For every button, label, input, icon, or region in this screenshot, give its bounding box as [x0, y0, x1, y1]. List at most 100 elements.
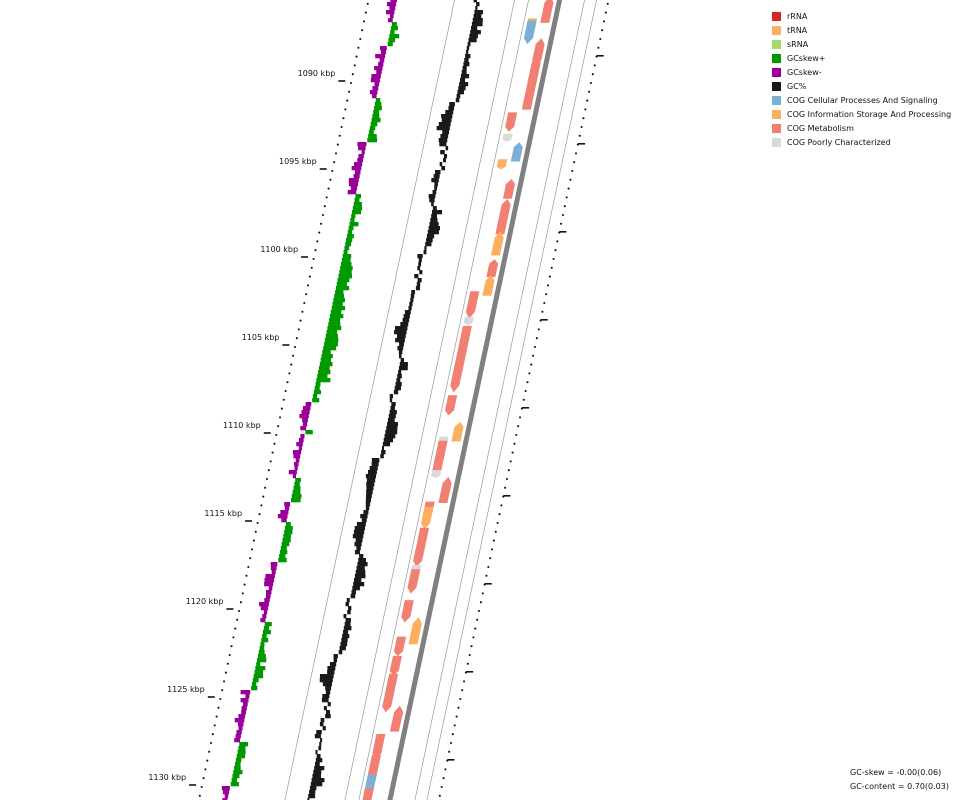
- gc-content-bar: [351, 590, 357, 595]
- gene-feature-metabolism: [367, 754, 381, 781]
- legend-item: GCskew+: [772, 51, 951, 65]
- scale-dotted-ruler: [198, 2, 369, 797]
- gc-skew-negative-bar: [245, 694, 250, 699]
- ruler-dot: [355, 55, 358, 58]
- gc-content-bar: [394, 386, 401, 391]
- gc-content-bar: [475, 6, 478, 11]
- legend-swatch: [772, 11, 781, 21]
- ruler-dot: [334, 152, 338, 155]
- outer-ruler-dot: [573, 161, 576, 164]
- ruler-dot: [299, 319, 302, 322]
- ruler-dot: [198, 794, 201, 797]
- gc-skew-negative-bar: [376, 70, 382, 75]
- ruler-dot: [342, 117, 345, 120]
- gc-content-bar: [384, 434, 396, 439]
- gc-skew-positive-bar: [236, 754, 246, 759]
- gc-content-bar: [434, 186, 438, 191]
- gene-feature-metabolism: [525, 72, 538, 94]
- gc-skew-positive-bar: [369, 126, 376, 131]
- gc-skew-negative-bar: [263, 610, 268, 615]
- gc-skew-positive-bar: [257, 654, 266, 659]
- gc-content-bar: [404, 310, 411, 315]
- gc-skew-positive-bar: [285, 526, 293, 531]
- gc-skew-positive-bar: [328, 322, 341, 327]
- gc-skew-negative-bar: [222, 790, 230, 795]
- outer-ruler-dot: [574, 152, 578, 155]
- outer-ruler-dot: [438, 794, 441, 797]
- gc-content-bar: [361, 518, 367, 523]
- outer-ruler-dot: [507, 469, 510, 472]
- outer-ruler-dot: [597, 46, 600, 49]
- outer-ruler-dot: [593, 64, 596, 67]
- ruler-dot: [258, 513, 261, 516]
- outer-ruler-dot: [442, 777, 445, 780]
- gc-skew-positive-bar: [354, 198, 360, 203]
- ruler-dot: [226, 662, 229, 665]
- gc-content-bar: [369, 466, 378, 471]
- gc-content-bar: [458, 86, 466, 91]
- outer-ruler-dot: [571, 169, 574, 173]
- gc-content-bar: [469, 34, 478, 39]
- legend-swatch: [772, 95, 781, 105]
- gc-content-bar: [320, 718, 325, 723]
- outer-ruler-dot: [518, 416, 522, 419]
- gc-skew-negative-bar: [351, 166, 362, 171]
- kbp-tick-label: 1095 kbp: [279, 157, 317, 166]
- gene-feature-metabolism: [502, 179, 515, 199]
- gc-content-bar: [389, 398, 393, 403]
- gc-content-bar: [431, 178, 439, 183]
- gene-feature-metabolism: [540, 0, 554, 23]
- outer-ruler-dot: [489, 557, 492, 560]
- gc-content-bar: [367, 470, 377, 475]
- gc-skew-positive-bar: [231, 778, 237, 783]
- legend-label: rRNA: [787, 11, 808, 21]
- legend-label: GCskew-: [787, 67, 822, 77]
- gc-skew-positive-bar: [257, 658, 267, 663]
- ruler-dot: [206, 759, 209, 762]
- gc-skew-negative-bar: [302, 406, 311, 411]
- gc-content-bar: [371, 458, 380, 463]
- gc-content-bar: [443, 154, 448, 159]
- gc-content-bar: [307, 798, 310, 800]
- gc-content-bar: [387, 418, 395, 423]
- gene-feature-metabolism: [393, 636, 407, 657]
- gene-feature-metabolism: [498, 199, 511, 221]
- outer-dotted-ruler: [438, 2, 609, 797]
- gc-skew-positive-bar: [374, 102, 382, 107]
- outer-ruler-dot: [468, 653, 471, 657]
- gc-content-bar: [443, 158, 447, 163]
- gc-content-bar: [432, 206, 437, 211]
- gc-content-bar: [400, 358, 405, 363]
- outer-ruler-dot: [554, 249, 557, 252]
- outer-ruler-dot: [543, 301, 546, 305]
- gc-skew-positive-bar: [340, 262, 352, 267]
- gc-content-bar: [325, 686, 332, 691]
- outer-ruler-dot: [485, 574, 488, 577]
- gc-skew-negative-bar: [238, 722, 244, 727]
- gc-content-bar: [388, 414, 396, 419]
- ruler-dot: [249, 557, 252, 560]
- gc-skew-negative-bar: [281, 518, 287, 523]
- gc-content-bar: [417, 278, 422, 283]
- gc-skew-negative-bar: [354, 162, 363, 167]
- gc-content-bar: [382, 442, 391, 447]
- outer-ruler-dot: [496, 521, 499, 525]
- gene-feature-poor: [502, 133, 513, 142]
- gc-skew-positive-bar: [335, 290, 344, 295]
- gc-skew-positive-bar: [290, 498, 301, 503]
- gene-feature-metabolism: [521, 88, 535, 110]
- outer-ruler-dot: [492, 539, 495, 542]
- kbp-tick-label: 1130 kbp: [148, 773, 186, 782]
- gc-skew-positive-bar: [279, 550, 288, 555]
- gc-skew-negative-bar: [301, 410, 310, 415]
- gc-content-bar: [438, 122, 451, 127]
- gc-skew-positive-bar: [239, 742, 249, 747]
- ruler-dot: [213, 724, 216, 727]
- gc-skew-positive-bar: [237, 750, 246, 755]
- outer-ruler-dot: [504, 486, 507, 489]
- outer-ruler-dot: [511, 451, 514, 454]
- ruler-dot: [353, 64, 356, 67]
- gene-feature-info: [408, 617, 422, 645]
- gc-skew-positive-bar: [348, 226, 354, 231]
- gene-feature-cellular: [510, 142, 523, 162]
